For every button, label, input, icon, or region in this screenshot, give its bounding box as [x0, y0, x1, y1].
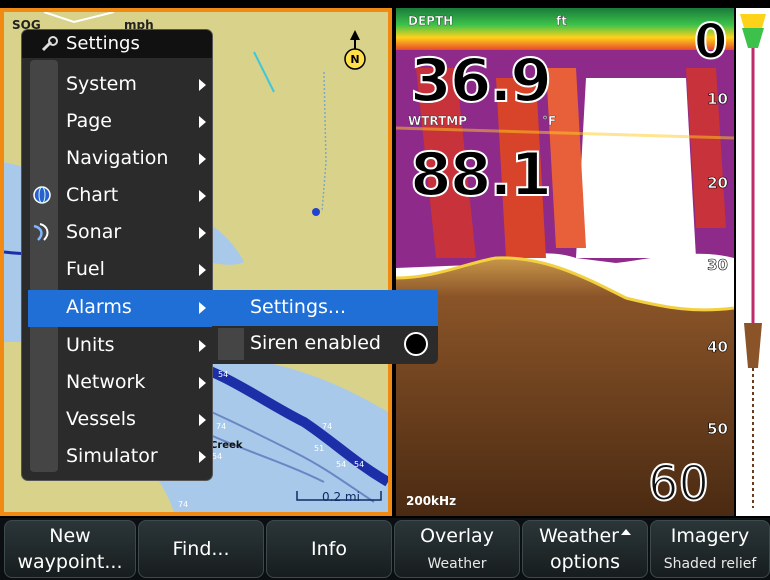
- depth-sounding: 74: [216, 422, 227, 431]
- submenu-item-label: Siren enabled: [250, 332, 381, 354]
- menu-item-label: System: [66, 73, 137, 95]
- menu-title: Settings: [66, 33, 140, 54]
- submenu-arrow-icon: [199, 116, 206, 128]
- scale-label: 0.2 mi: [322, 490, 360, 504]
- menu-item-system[interactable]: System: [58, 67, 212, 104]
- a-scope-strip: [736, 8, 770, 516]
- softkey-bar: New waypoint... Find... Info Overlay Wea…: [0, 518, 770, 580]
- siren-toggle[interactable]: [404, 332, 428, 356]
- menu-item-label: Vessels: [66, 408, 136, 430]
- depth-sounding: 54: [336, 460, 347, 469]
- submenu-arrow-icon: [199, 377, 206, 389]
- button-label-text: Weather: [539, 525, 619, 547]
- button-label: Info: [311, 538, 347, 560]
- submenu-arrow-icon: [199, 302, 206, 314]
- sonar-echogram: [396, 8, 734, 516]
- button-value: Weather: [427, 556, 487, 572]
- new-waypoint-button[interactable]: New waypoint...: [4, 520, 136, 578]
- submenu-item-siren-enabled[interactable]: Siren enabled: [212, 326, 438, 362]
- water-temp-readout: 88.1: [409, 139, 553, 211]
- button-label-line2: waypoint...: [17, 551, 123, 573]
- globe-icon: [33, 186, 51, 204]
- menu-item-label: Simulator: [66, 445, 158, 467]
- submenu-icon-gutter: [218, 328, 244, 360]
- button-label-line1: New: [49, 525, 91, 547]
- sonar-icon: [33, 223, 49, 241]
- submenu-arrow-icon: [199, 79, 206, 91]
- speed-unit: mph: [124, 18, 154, 32]
- submenu-arrow-icon: [199, 451, 206, 463]
- menu-item-label: Network: [66, 371, 146, 393]
- submenu-arrow-icon: [199, 227, 206, 239]
- menu-item-units[interactable]: Units: [58, 328, 212, 365]
- menu-item-fuel[interactable]: Fuel: [58, 252, 212, 289]
- creek-label: Creek: [210, 440, 243, 451]
- menu-title-bar: Settings: [22, 30, 212, 58]
- depth-scale-label: 10: [707, 90, 728, 109]
- submenu-arrow-icon: [199, 340, 206, 352]
- button-label-line1: Weather: [523, 525, 647, 547]
- overlay-button[interactable]: Overlay Weather: [394, 520, 520, 578]
- button-label: Imagery: [670, 525, 750, 547]
- depth-sounding: 74: [322, 422, 333, 431]
- menu-item-label: Chart: [66, 184, 119, 206]
- depth-sounding: 54: [354, 460, 365, 469]
- menu-item-label: Fuel: [66, 258, 105, 280]
- submenu-arrow-icon: [199, 153, 206, 165]
- wrench-icon: [41, 36, 58, 52]
- submenu-item-label: Settings...: [250, 296, 347, 318]
- depth-scale-label: 50: [707, 420, 728, 439]
- menu-item-alarms[interactable]: Alarms: [28, 290, 212, 327]
- water-temp-label: WTRTMP: [408, 114, 468, 128]
- find-button[interactable]: Find...: [138, 520, 264, 578]
- button-label-line2: options: [550, 551, 620, 573]
- menu-item-label: Units: [66, 334, 115, 356]
- weather-options-button[interactable]: Weather options: [522, 520, 648, 578]
- menu-item-vessels[interactable]: Vessels: [58, 402, 212, 439]
- menu-item-navigation[interactable]: Navigation: [58, 141, 212, 178]
- menu-item-label: Sonar: [66, 221, 122, 243]
- depth-scale-label: 40: [707, 338, 728, 357]
- sog-label: SOG: [12, 18, 41, 32]
- menu-item-sonar[interactable]: Sonar: [58, 215, 212, 252]
- button-label: Find...: [172, 538, 230, 560]
- scale-bar: [296, 491, 382, 501]
- menu-item-page[interactable]: Page: [58, 104, 212, 141]
- submenu-arrow-icon: [199, 190, 206, 202]
- depth-sounding: 54: [212, 452, 223, 461]
- depth-sounding: 74: [178, 500, 189, 509]
- depth-sounding: 51: [314, 444, 325, 453]
- button-label: Overlay: [420, 525, 494, 547]
- alarms-submenu: Settings... Siren enabled: [212, 290, 438, 364]
- submenu-arrow-icon: [199, 414, 206, 426]
- menu-item-label: Page: [66, 110, 112, 132]
- range-top: 0: [693, 13, 728, 71]
- button-value: Shaded relief: [663, 556, 757, 572]
- north-letter: N: [350, 53, 359, 66]
- menu-item-label: Navigation: [66, 147, 169, 169]
- submenu-item-settings[interactable]: Settings...: [212, 290, 438, 326]
- depth-readout: 36.9: [409, 45, 553, 117]
- range-bottom: 60: [647, 455, 710, 513]
- caret-up-icon: [621, 529, 631, 535]
- depth-label: DEPTH: [408, 14, 454, 28]
- frequency-label: 200kHz: [406, 494, 457, 508]
- imagery-button[interactable]: Imagery Shaded relief: [650, 520, 770, 578]
- depth-scale-label: 30: [707, 256, 728, 275]
- menu-item-network[interactable]: Network: [58, 365, 212, 402]
- menu-item-label: Alarms: [66, 296, 132, 318]
- depth-scale-label: 20: [707, 174, 728, 193]
- depth-sounding: 54: [218, 370, 229, 379]
- water-temp-unit: °F: [542, 114, 557, 128]
- depth-unit: ft: [556, 14, 567, 28]
- menu-item-simulator[interactable]: Simulator: [58, 439, 212, 476]
- menu-item-chart[interactable]: Chart: [58, 178, 212, 215]
- north-arrow-icon[interactable]: N: [344, 30, 366, 70]
- submenu-arrow-icon: [199, 264, 206, 276]
- sonar-pane[interactable]: DEPTH ft 36.9 WTRTMP °F 88.1 0 10 20 30 …: [396, 8, 734, 516]
- settings-menu: Settings System Page Navigation Chart: [22, 30, 212, 480]
- menu-icon-gutter: [30, 60, 58, 472]
- info-button[interactable]: Info: [266, 520, 392, 578]
